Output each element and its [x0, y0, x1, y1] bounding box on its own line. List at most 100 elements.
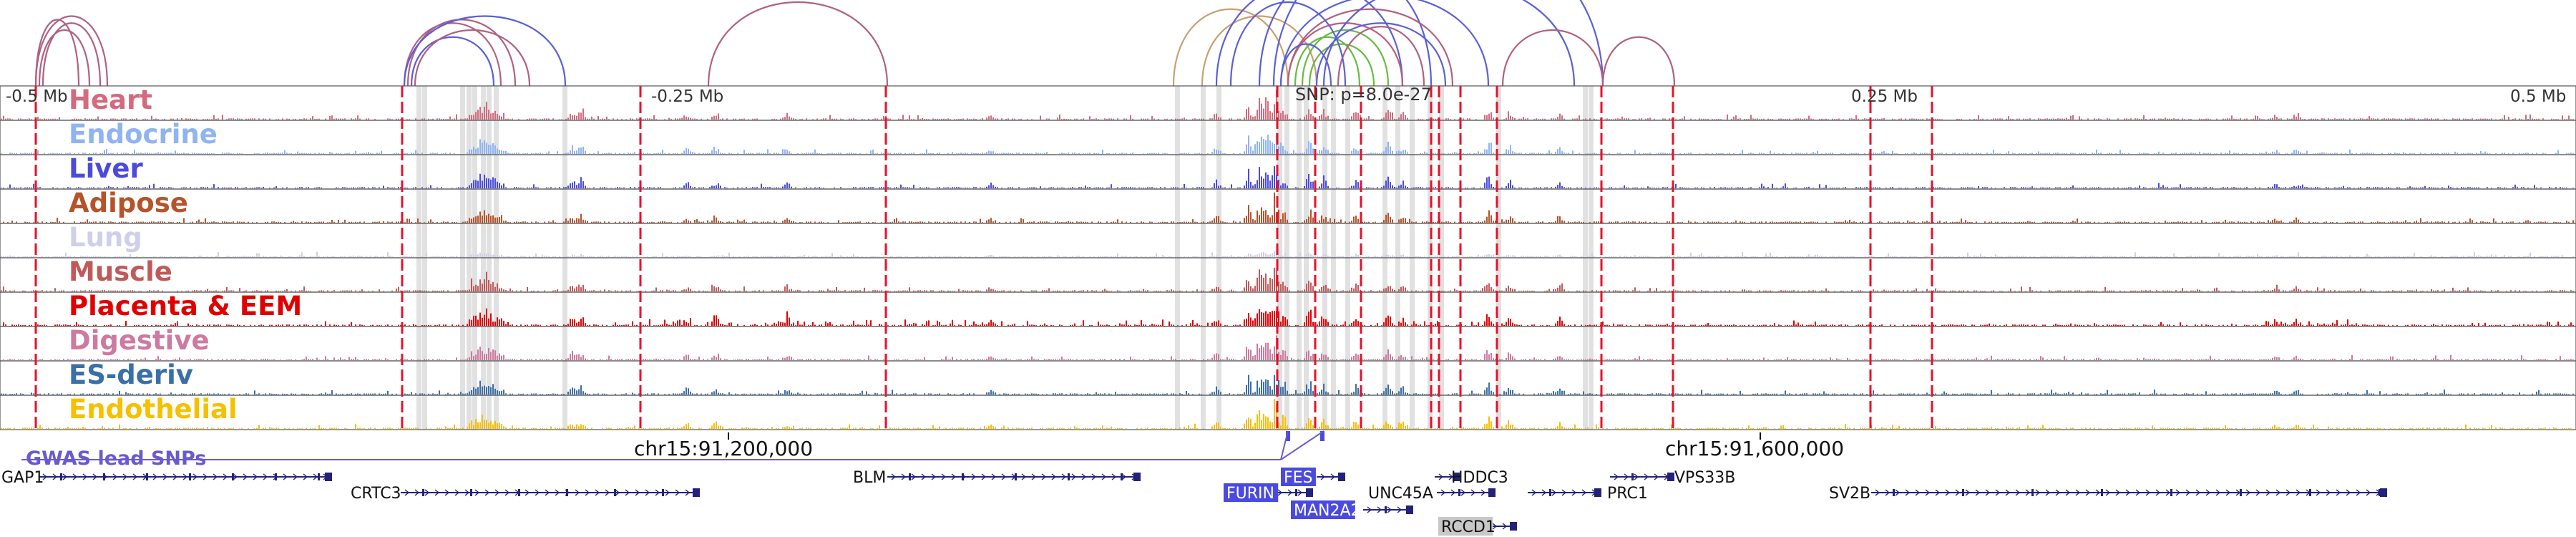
track-label: Endothelial: [69, 394, 238, 425]
strand-arrows: [1320, 473, 1336, 480]
snp-pvalue-label: SNP: p=8.0e-27: [1295, 84, 1432, 105]
interaction-arc: [403, 22, 502, 87]
strand-arrows: [1875, 489, 2381, 496]
gene-label: FURIN: [1226, 485, 1274, 503]
exon: [103, 473, 105, 480]
strand-arrows: [1614, 473, 1669, 480]
signal-bars: [1, 399, 2572, 429]
track-label: Endocrine: [69, 119, 218, 150]
red-dashed-markers: [34, 86, 1933, 441]
interaction-arc: [34, 15, 109, 87]
exon: [2031, 489, 2034, 496]
interaction-arc: [1272, 0, 1604, 87]
exon: [1295, 489, 1297, 496]
exon: [2170, 489, 2172, 496]
track-endothelial: Endothelial: [0, 394, 2576, 430]
exon: [60, 473, 62, 480]
gene-fes: FES: [1281, 468, 1345, 487]
strand-arrows: [1367, 506, 1402, 513]
interaction-arc: [1301, 29, 1390, 87]
scale-label-plus-half: 0.5 Mb: [2510, 87, 2566, 106]
track-liver: Liver: [0, 153, 2576, 190]
signal-bars: [3, 335, 2574, 360]
scale-label-minus-quarter: -0.25 Mb: [651, 87, 723, 106]
track-label: Digestive: [69, 325, 210, 356]
exon: [1338, 473, 1345, 481]
interaction-arc: [1315, 22, 1447, 87]
strand-arrows: [404, 489, 691, 496]
snp-tick: [1286, 431, 1290, 441]
exon: [1667, 473, 1674, 481]
interaction-arc: [1279, 43, 1332, 87]
exon: [1406, 505, 1413, 514]
exon: [2379, 489, 2381, 496]
exon: [232, 473, 234, 480]
genomic-coordinates: chr15:91,200,000 chr15:91,600,000: [634, 432, 1844, 460]
strand-arrows: [891, 473, 1137, 480]
exon: [189, 473, 191, 480]
track-label: Liver: [69, 153, 143, 184]
interaction-arc: [1172, 8, 1289, 87]
interaction-arcs: [34, 0, 1676, 87]
gene-label: SV2B: [1829, 485, 1870, 503]
interaction-arc: [1258, 0, 1433, 87]
interaction-arc: [1215, 0, 1404, 87]
exon: [614, 489, 616, 496]
gene-blm: BLM: [853, 469, 1141, 487]
gene-unc45a: UNC45A: [1368, 485, 1496, 503]
exon: [146, 473, 148, 480]
gene-label: GAP1: [1, 469, 44, 487]
gwas-label: GWAS lead SNPs: [26, 448, 206, 470]
exon: [2380, 488, 2387, 497]
exon: [1631, 473, 1634, 480]
exon: [1015, 473, 1017, 480]
exon: [1549, 489, 1551, 496]
interaction-arc: [414, 29, 531, 87]
interaction-arc: [1201, 15, 1318, 87]
strand-arrows: [42, 473, 328, 480]
interaction-arc: [406, 19, 517, 87]
track-label: Heart: [69, 84, 152, 115]
exon: [909, 473, 911, 480]
interaction-arc: [1279, 0, 1490, 87]
exon: [318, 473, 320, 480]
gene-label: CRTC3: [351, 485, 401, 503]
exon: [962, 473, 964, 480]
exon: [693, 488, 700, 497]
exon: [1510, 522, 1517, 531]
exon: [1458, 489, 1460, 496]
exon: [2101, 489, 2103, 496]
gene-label: MAN2A2: [1294, 502, 1361, 520]
gene-label: PRC1: [1607, 485, 1648, 503]
exon: [1594, 488, 1601, 497]
exon: [1385, 506, 1387, 513]
interaction-arc: [1601, 36, 1676, 87]
track-frame: [0, 395, 2576, 430]
gene-label-box: [1224, 483, 1279, 502]
gene-crtc3: CRTC3: [351, 485, 700, 503]
exon: [518, 489, 520, 496]
gwas-lead-snps: GWAS lead SNPs: [21, 430, 1324, 470]
exon: [1121, 473, 1123, 480]
exon: [2309, 489, 2311, 496]
signal-bars: [1, 267, 2574, 291]
interaction-arc: [38, 29, 91, 87]
interaction-arc: [1501, 29, 1604, 87]
gene-label: FES: [1284, 469, 1313, 487]
gene-label: VPS33B: [1674, 469, 1735, 487]
exon: [662, 489, 664, 496]
interaction-arc: [707, 1, 889, 87]
exon: [1453, 473, 1460, 481]
gene-label: RCCD1: [1441, 518, 1496, 536]
gene-label-box: [1291, 500, 1355, 519]
gene-label: HDDC3: [1451, 469, 1508, 487]
gene-label: UNC45A: [1368, 485, 1433, 503]
gene-sv2b: SV2B: [1829, 485, 2387, 503]
strand-arrows: [1440, 489, 1486, 496]
signal-bars: [3, 308, 2574, 326]
track-label: Adipose: [69, 188, 188, 218]
exon: [1133, 473, 1141, 481]
signal-bars: [1, 166, 2574, 188]
